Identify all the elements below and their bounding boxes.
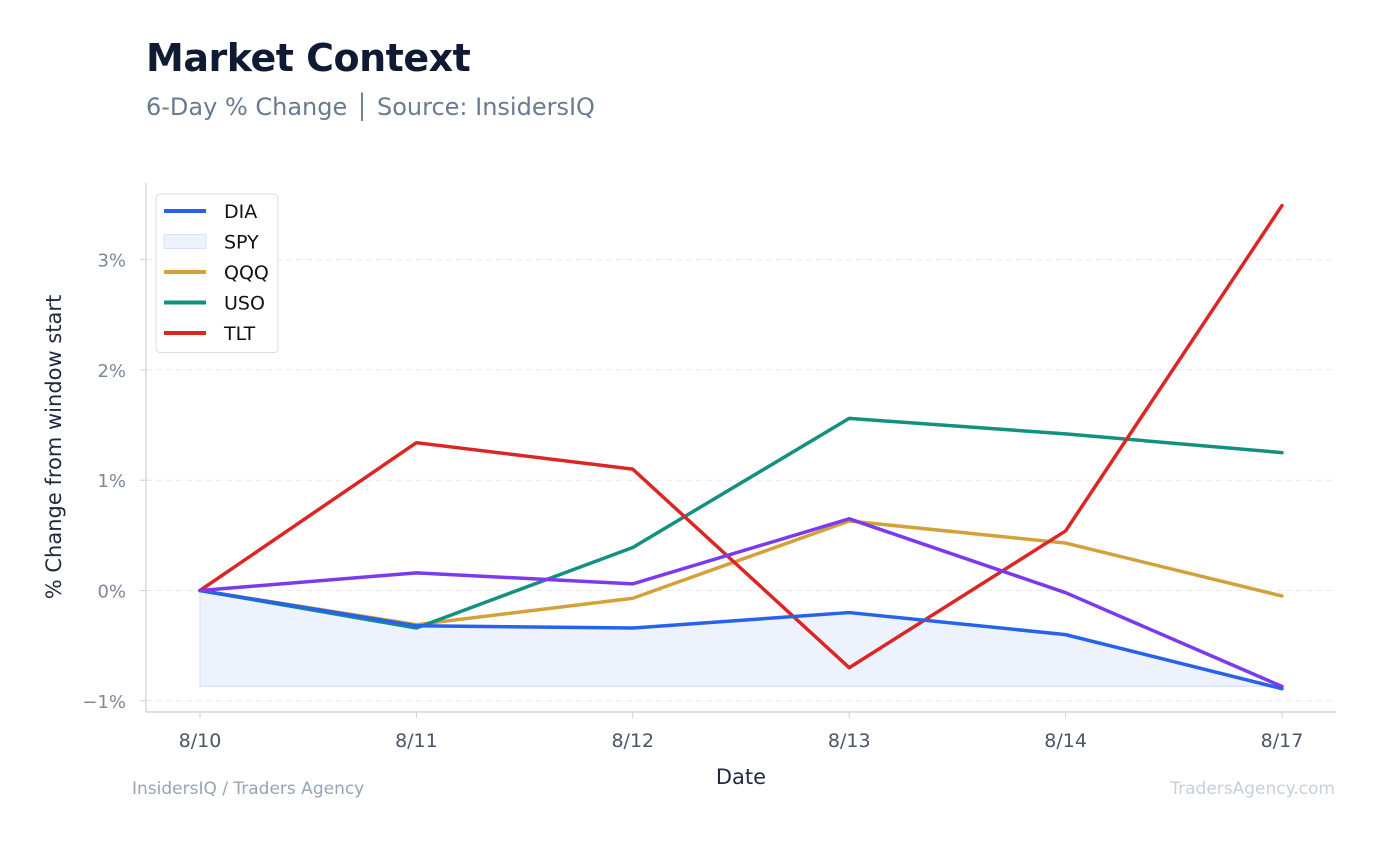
y-tick-label: −1% [82, 692, 126, 713]
footer-credit: InsidersIQ / Traders Agency [132, 779, 365, 799]
series-area-spy [199, 589, 1283, 689]
legend-label-spy: SPY [224, 232, 259, 254]
series-line-dia [198, 588, 1284, 691]
y-tick-label: 2% [97, 361, 126, 382]
series-line-qqq [198, 519, 1284, 627]
legend-box [155, 193, 279, 353]
y-tick-label: 3% [97, 251, 126, 272]
x-tick-label: 8/17 [1261, 730, 1304, 752]
x-tick-label: 8/10 [179, 730, 222, 752]
x-tick-label: 8/14 [1044, 730, 1087, 752]
axes: −1% 0% 1% 2% 3% 8/10 8/11 8/12 8/13 8/14 8/17 Date%… [42, 183, 1336, 789]
legend-label-qqq: QQQ [224, 262, 269, 284]
legend-label-uso: USO [224, 293, 265, 315]
chart-subtitle: 6-Day % Change │ Source: InsidersIQ [146, 93, 595, 121]
series-line-tlt [198, 203, 1284, 670]
legend-label-tlt: TLT [223, 323, 256, 345]
y-axis-title: % Change from window start [42, 295, 66, 600]
legend: DIA SPY QQQ USO TLT [155, 193, 279, 353]
x-tick-label: 8/13 [828, 730, 871, 752]
series [198, 203, 1284, 691]
legend-label-dia: DIA [224, 201, 257, 223]
grid-lines [146, 259, 1336, 702]
series-line-unlabeled [198, 517, 1284, 689]
chart-title: Market Context [146, 36, 471, 80]
y-tick-label: 1% [97, 471, 126, 492]
x-tick-label: 8/12 [611, 730, 654, 752]
x-tick-label: 8/11 [395, 730, 438, 752]
footer-website: TradersAgency.com [1170, 779, 1335, 799]
series-line-uso [198, 416, 1284, 630]
y-tick-label: 0% [97, 582, 126, 603]
x-axis-title: Date [716, 765, 766, 789]
legend-swatch-spy [163, 234, 207, 249]
